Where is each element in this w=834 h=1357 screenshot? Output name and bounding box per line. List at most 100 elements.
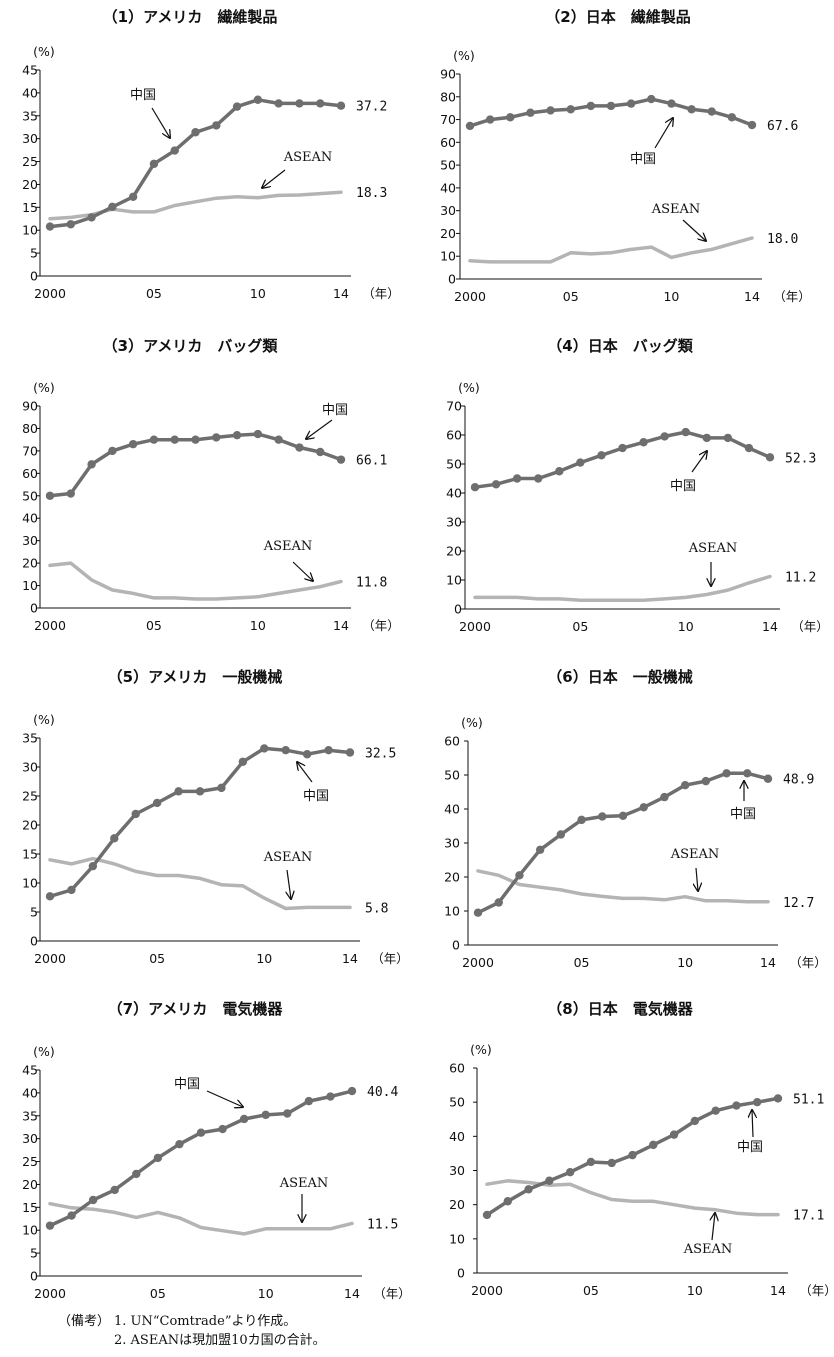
data-point-china <box>191 435 200 444</box>
y-tick-label: 45 <box>22 63 38 78</box>
end-value-label-china: 52.3 <box>785 451 816 466</box>
y-tick-label: 10 <box>446 573 462 588</box>
chart-title: （1）アメリカ 繊維製品 <box>103 8 278 26</box>
data-point-china <box>110 1185 119 1195</box>
y-tick-label: 50 <box>440 158 456 173</box>
y-tick-label: 40 <box>449 1129 465 1144</box>
end-value-label-asean: 18.3 <box>356 186 387 201</box>
data-point-china <box>347 1086 357 1096</box>
data-point-china <box>473 908 483 917</box>
y-tick-label: 80 <box>440 89 456 104</box>
chart-title: （8）日本 電気機器 <box>547 1000 693 1018</box>
y-tick-label: 30 <box>22 533 38 548</box>
y-tick-label: 50 <box>444 768 460 783</box>
annotation-label-china: 中国 <box>630 152 656 167</box>
data-point-china <box>218 1124 227 1134</box>
notes-prefix: （備考） <box>58 1314 111 1329</box>
end-value-label-asean: 12.7 <box>783 896 814 911</box>
y-tick-label: 50 <box>22 488 38 503</box>
y-tick-label: 20 <box>449 1197 465 1212</box>
data-point-china <box>565 1168 575 1177</box>
x-tick-label: 05 <box>146 618 162 633</box>
data-point-china <box>45 1221 55 1230</box>
data-point-china <box>546 106 555 115</box>
data-point-china <box>238 757 248 766</box>
y-tick-label: 5 <box>30 246 38 261</box>
x-tick-label: 2000 <box>459 619 491 634</box>
y-tick-label: 30 <box>22 131 38 146</box>
data-point-china <box>494 898 503 907</box>
end-value-label-china: 40.4 <box>367 1085 398 1100</box>
data-point-china <box>175 1139 184 1149</box>
x-tick-label: 2000 <box>471 1283 503 1298</box>
data-point-china <box>66 220 75 229</box>
y-tick-label: 30 <box>440 203 456 218</box>
chart-title: （2）日本 繊維製品 <box>545 8 690 26</box>
data-point-china <box>217 783 226 793</box>
data-point-china <box>773 1094 783 1103</box>
data-point-china <box>128 192 138 202</box>
data-point-china <box>639 803 648 812</box>
data-point-china <box>304 1096 314 1106</box>
y-tick-label: 20 <box>444 870 460 885</box>
data-point-china <box>212 433 221 442</box>
chart-title: （4）日本 バッグ類 <box>547 337 693 355</box>
chart-panel-6: （6）日本 一般機械 0 10 20 30 40 50 60(%) 2000 05 10 14 （年） 1… <box>444 668 827 970</box>
data-point-china <box>67 1211 76 1220</box>
data-point-china <box>607 1158 616 1168</box>
chart-panel-3: （3）アメリカ バッグ類 0 10 20 30 40 50 60 70 80 90 (%) 2000 05… <box>22 337 400 633</box>
annotation-arrow <box>696 867 698 891</box>
end-value-label-asean: 18.0 <box>767 232 798 247</box>
annotation-arrow <box>712 1213 715 1241</box>
y-tick-label: 10 <box>440 249 456 264</box>
x-tick-label: 10 <box>256 951 272 966</box>
y-unit-label: (%) <box>33 44 55 59</box>
annotation-arrow <box>752 1110 753 1138</box>
data-point-china <box>45 491 55 500</box>
x-tick-label: 10 <box>250 618 266 633</box>
x-tick-label: 10 <box>678 619 694 634</box>
data-point-china <box>108 202 117 212</box>
y-unit-label: (%) <box>453 48 475 63</box>
y-tick-label: 0 <box>457 1266 465 1281</box>
data-point-china <box>618 811 628 820</box>
series-line-china <box>48 1089 354 1228</box>
data-point-china <box>649 1140 658 1150</box>
x-tick-label: 14 <box>762 619 778 634</box>
y-tick-label: 10 <box>22 578 38 593</box>
annotation-label-china: 中国 <box>130 88 156 103</box>
series-line-asean <box>48 561 343 601</box>
notes: （備考） 1. UN“Comtrade”より作成。 2. ASEANは現加盟10カ… <box>58 1312 326 1350</box>
data-point-china <box>153 1153 163 1163</box>
data-point-china <box>253 429 263 439</box>
notes-line-2: 2. ASEANは現加盟10カ国の合計。 <box>114 1333 326 1348</box>
x-tick-label: 2000 <box>34 951 66 966</box>
x-tick-label: 2000 <box>462 955 494 970</box>
x-tick-label: 10 <box>258 1286 274 1301</box>
y-tick-label: 25 <box>22 789 38 804</box>
y-tick-label: 20 <box>22 818 38 833</box>
x-tick-label: 05 <box>583 1283 599 1298</box>
data-point-china <box>302 750 312 759</box>
x-tick-label: 2000 <box>454 289 486 304</box>
y-tick-label: 30 <box>22 1131 38 1146</box>
y-unit-label: (%) <box>33 1044 55 1059</box>
x-unit-label: （年） <box>791 619 829 634</box>
y-tick-label: 20 <box>22 177 38 192</box>
y-tick-label: 70 <box>446 399 462 414</box>
data-point-china <box>170 435 179 444</box>
data-point-china <box>680 781 690 790</box>
end-value-label-asean: 11.2 <box>785 571 816 586</box>
x-unit-label: （年） <box>362 618 400 633</box>
end-value-label-china: 32.5 <box>365 747 396 762</box>
y-tick-label: 35 <box>22 108 38 123</box>
y-tick-label: 10 <box>449 1231 465 1246</box>
end-value-label-asean: 11.5 <box>367 1217 398 1232</box>
data-point-china <box>753 1097 762 1107</box>
data-point-china <box>669 1130 679 1139</box>
data-point-china <box>722 769 731 778</box>
annotation-label-asean: ASEAN <box>263 850 313 865</box>
data-point-china <box>586 1157 596 1167</box>
data-point-china <box>336 101 346 110</box>
